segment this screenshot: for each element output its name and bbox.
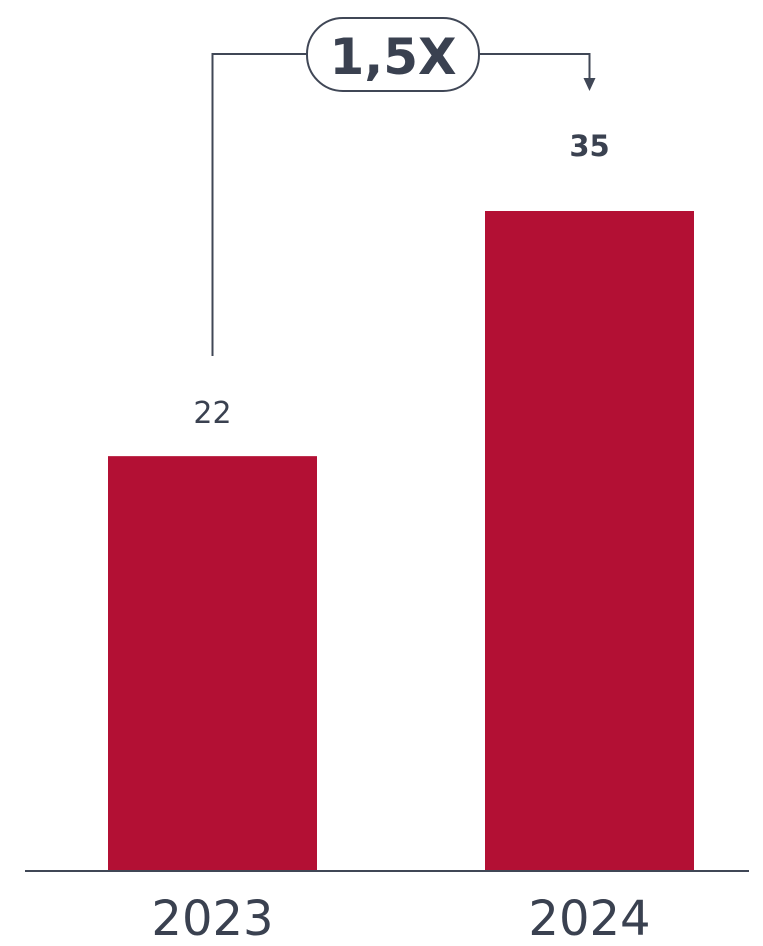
growth-annotation: 1,5X	[211, 17, 596, 356]
data-label-2024: 35	[569, 129, 609, 163]
bars	[108, 211, 694, 871]
x-tick-label-2024: 2024	[528, 891, 650, 941]
x-tick-label-2023: 2023	[151, 891, 273, 941]
data-labels: 22 35	[193, 129, 609, 431]
growth-badge-label: 1,5X	[329, 28, 456, 86]
x-axis-tick-labels: 2023 2024	[151, 891, 650, 946]
bar-2024	[485, 211, 694, 871]
growth-badge	[306, 17, 480, 92]
bar-2023	[108, 456, 317, 871]
data-label-2023: 22	[193, 396, 231, 431]
arrow-down-icon	[583, 78, 596, 91]
